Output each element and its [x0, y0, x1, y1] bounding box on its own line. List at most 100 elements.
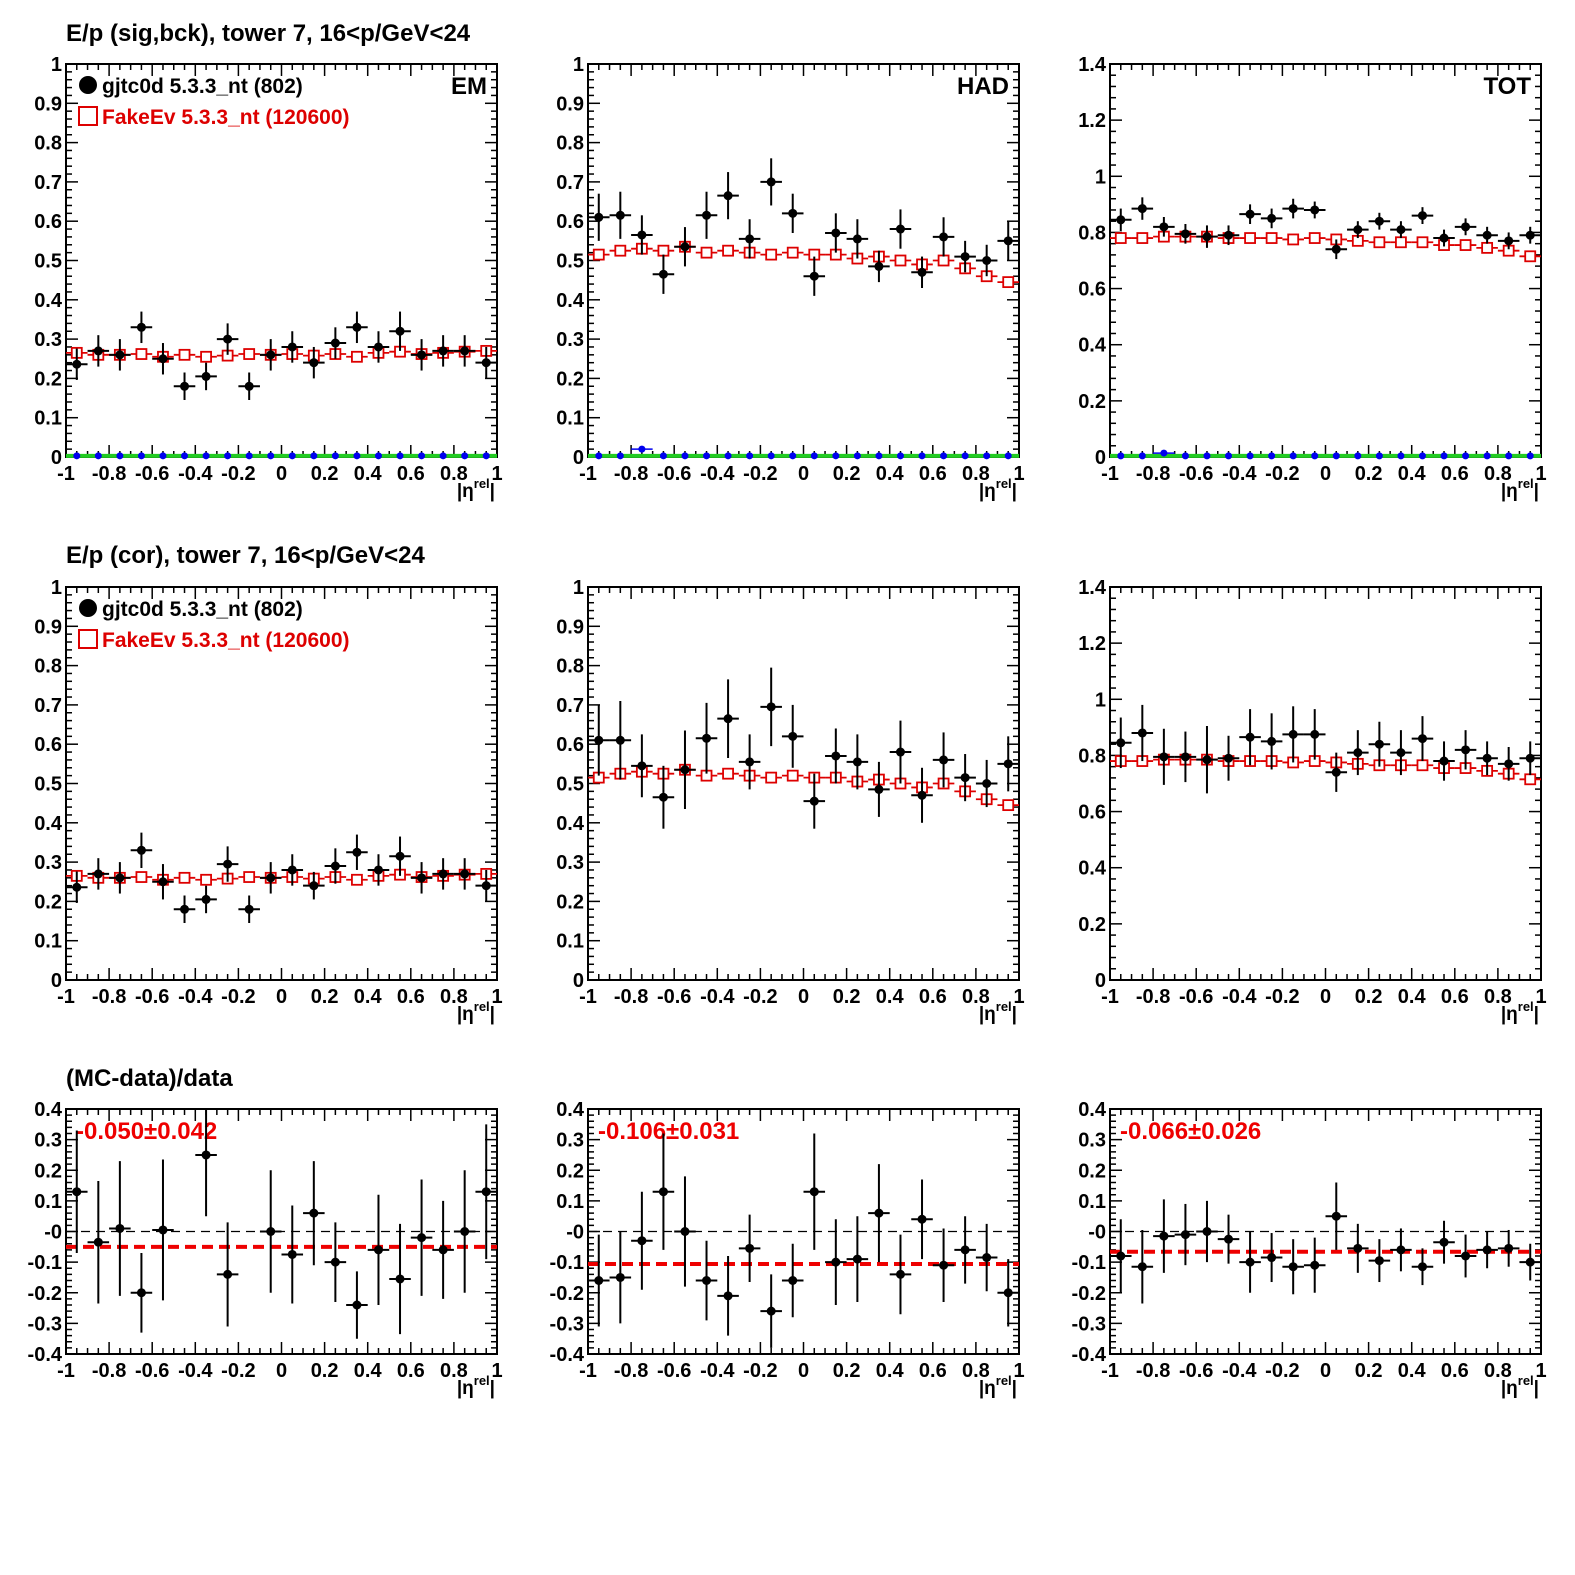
y-tick-label: 0.1 [34, 408, 62, 430]
data-point [960, 773, 970, 783]
x-tick-label: 0.6 [1441, 463, 1469, 485]
x-tick-label: 0.2 [833, 986, 861, 1008]
data-point [594, 1276, 604, 1285]
data-point [180, 904, 190, 914]
x-tick-label: 0.4 [354, 1360, 383, 1382]
x-tick-label: -0.2 [743, 986, 777, 1008]
y-tick-label: 0.4 [556, 1099, 585, 1121]
x-tick-label: -0.4 [700, 463, 735, 485]
x-tick-label: 0 [1320, 986, 1331, 1008]
x-tick-label: -0.6 [1179, 463, 1213, 485]
data-point [852, 1254, 862, 1264]
data-point [1504, 236, 1514, 246]
data-point [594, 735, 604, 745]
data-point [1417, 211, 1427, 221]
x-tick-label: -0.8 [1136, 986, 1170, 1008]
bkg-point [1203, 452, 1211, 460]
x-tick-label: 0.2 [1355, 1360, 1383, 1382]
data-point [417, 350, 427, 360]
x-tick-label: 0.8 [962, 986, 990, 1008]
x-tick-label: 0 [798, 463, 809, 485]
y-tick-label: 1 [51, 577, 62, 599]
mc-point [135, 871, 148, 883]
bkg-point [1332, 452, 1340, 460]
y-tick-label: 1 [573, 577, 584, 599]
data-point [1180, 752, 1190, 762]
data-point [136, 1288, 146, 1298]
mc-point [1481, 241, 1494, 254]
data-point [223, 334, 233, 344]
data-point [72, 359, 82, 369]
bkg-point [331, 452, 339, 460]
x-axis-label-bar: | [1534, 481, 1539, 502]
bkg-point [724, 452, 732, 460]
x-tick-label: 1 [1013, 1360, 1024, 1382]
mc-point [722, 244, 734, 257]
data-point [766, 1306, 776, 1316]
data-point [680, 1227, 690, 1236]
data-point [874, 261, 884, 271]
data-point [438, 1245, 448, 1255]
data-point [1137, 204, 1147, 214]
row-title-ratio: (MC-data)/data [66, 1065, 233, 1092]
x-tick-label: 1 [1535, 1360, 1546, 1382]
data-point [1525, 753, 1535, 763]
panel-row1-TOT: -1 -0.8 -0.6 -0.4 -0.2 0 0.2 0.4 0.6 0.8 1|ηrel|00… [1078, 54, 1546, 502]
x-axis-label-sup: rel [996, 476, 1012, 491]
data-point [1003, 236, 1013, 246]
mc-point [178, 871, 191, 884]
mc-point [592, 248, 605, 261]
x-axis-label-bar: | [1012, 1004, 1017, 1025]
x-axis-label-bar: | [1012, 481, 1017, 502]
data-point [615, 210, 625, 220]
data-point [1202, 1227, 1212, 1236]
legend-mc-label: FakeEv 5.3.3_nt (120600) [102, 106, 350, 129]
y-tick-label: -0.3 [28, 1313, 62, 1335]
data-point [460, 1227, 470, 1236]
x-tick-label: 0.2 [1355, 463, 1383, 485]
x-tick-label: -0.4 [178, 463, 213, 485]
data-point [1003, 759, 1013, 769]
bkg-point [353, 452, 361, 460]
y-tick-label: 0.5 [556, 251, 584, 273]
x-tick-label: 0 [798, 1360, 809, 1382]
data-point [417, 1233, 427, 1243]
y-tick-label: 0 [573, 447, 584, 469]
data-point [352, 847, 362, 857]
x-tick-label: 0.8 [1484, 463, 1512, 485]
data-point [939, 232, 949, 242]
data-point [1439, 233, 1449, 243]
data-point [1439, 756, 1449, 766]
mc-point [243, 348, 256, 360]
x-tick-label: 1 [491, 986, 502, 1008]
data-point [745, 1243, 755, 1253]
data-point [615, 1272, 625, 1282]
x-tick-label: 0.2 [311, 1360, 339, 1382]
corner-label: TOT [1483, 73, 1531, 100]
y-tick-label: 0.2 [556, 1160, 584, 1182]
bkg-point [202, 452, 210, 460]
y-tick-label: 0.8 [34, 656, 62, 678]
data-point [309, 358, 319, 368]
mc-point [1002, 799, 1015, 812]
data-point [201, 371, 211, 381]
x-tick-label: 1 [1013, 463, 1024, 485]
y-tick-label: -0.3 [550, 1313, 584, 1335]
mc-point [200, 873, 212, 886]
x-axis-label-sup: rel [474, 1373, 490, 1388]
x-tick-label: 1 [491, 1360, 502, 1382]
mc-point [786, 769, 799, 782]
data-point [93, 1237, 103, 1247]
mc-point [937, 254, 950, 267]
panel-row1-HAD: -1 -0.8 -0.6 -0.4 -0.2 0 0.2 0.4 0.6 0.8 1|ηrel|00… [556, 54, 1024, 502]
data-point [917, 267, 927, 277]
x-tick-label: -0.8 [614, 986, 648, 1008]
data-point [180, 381, 190, 391]
x-tick-label: -0.4 [1222, 463, 1257, 485]
y-tick-label: 0.8 [34, 133, 62, 155]
fit-result-label: -0.066±0.026 [1120, 1118, 1261, 1145]
data-point [1288, 1262, 1298, 1272]
x-tick-label: 0.8 [962, 463, 990, 485]
bkg-point [810, 452, 818, 460]
bkg-point [616, 452, 624, 460]
